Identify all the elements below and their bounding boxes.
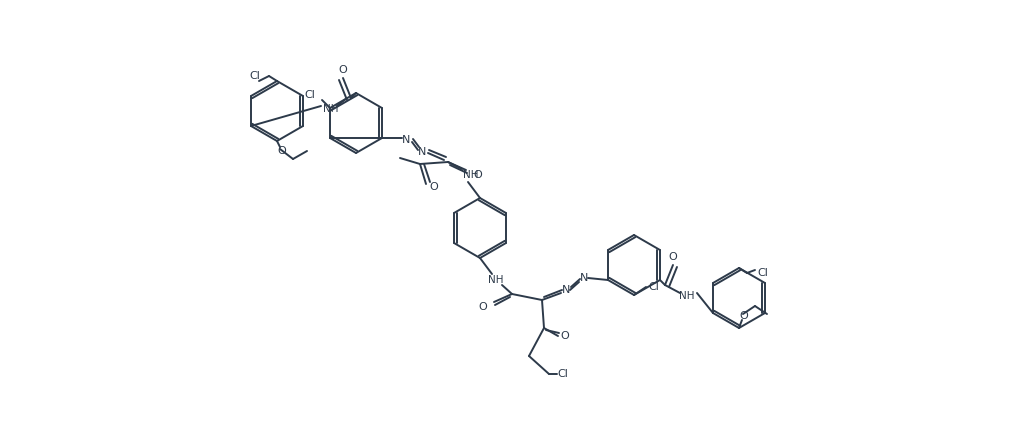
Text: Cl: Cl bbox=[648, 282, 660, 292]
Text: O: O bbox=[478, 302, 488, 312]
Text: O: O bbox=[430, 182, 438, 192]
Text: N: N bbox=[562, 285, 570, 295]
Text: O: O bbox=[561, 331, 569, 341]
Text: N: N bbox=[579, 273, 589, 283]
Text: O: O bbox=[669, 252, 677, 262]
Text: NH: NH bbox=[323, 104, 339, 114]
Text: O: O bbox=[473, 170, 483, 180]
Text: N: N bbox=[418, 147, 426, 157]
Text: Cl: Cl bbox=[305, 90, 316, 100]
Text: O: O bbox=[740, 311, 748, 321]
Text: O: O bbox=[339, 65, 348, 75]
Text: Cl: Cl bbox=[558, 369, 568, 379]
Text: NH: NH bbox=[679, 291, 695, 301]
Text: NH: NH bbox=[488, 275, 504, 285]
Text: N: N bbox=[401, 135, 411, 145]
Text: NH: NH bbox=[463, 170, 478, 180]
Text: Cl: Cl bbox=[757, 268, 769, 278]
Text: Cl: Cl bbox=[250, 71, 260, 81]
Text: O: O bbox=[278, 146, 286, 156]
